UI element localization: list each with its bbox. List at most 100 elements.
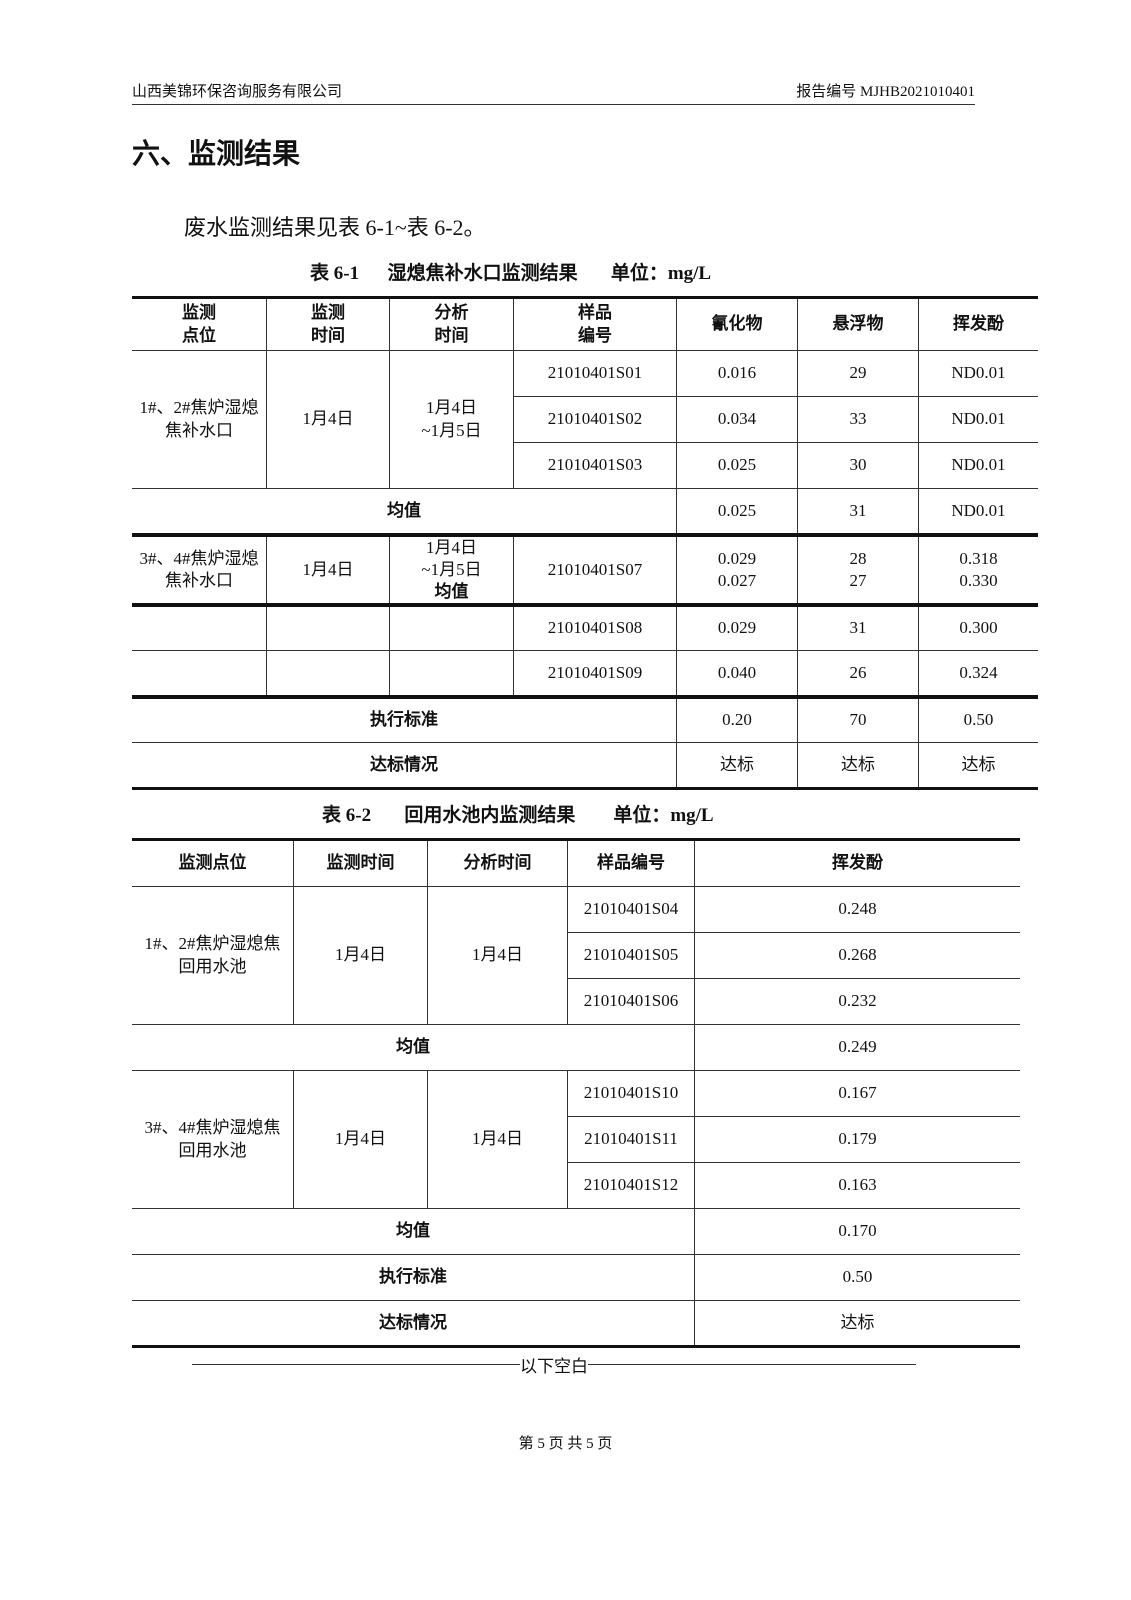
table-cell: 0.20 (676, 694, 798, 744)
table-row-overlap: 3#、4#焦炉湿熄焦补水口 1月4日 1月4日 ~1月5日 均值 21010401S07… (132, 532, 1038, 606)
cell-text: 33 (849, 409, 867, 429)
cell-text: 0.50 (963, 710, 994, 730)
cell-text: 0.025 (717, 500, 757, 520)
compliance-row: 达标情况 达标 达标 达标 (132, 742, 1038, 791)
cell-text: 挥发酚 (832, 853, 883, 873)
cell-text: 执行标准 (370, 710, 438, 730)
cell-text: 监测 时间 (311, 303, 345, 345)
table-cell: 达标 (694, 1300, 1020, 1348)
cell-text: 0.025 (717, 455, 757, 475)
table-cell: 31 (797, 602, 919, 652)
cell-text: 0.268 (838, 945, 877, 965)
table-cell: 0.025 (676, 442, 798, 489)
cell-text: 1月4日 (302, 559, 354, 579)
cell-text: 21010401S02 (547, 409, 643, 429)
table-row: 1#、2#焦炉湿熄焦 回用水池 1月4日 1月4日 21010401S04 0.248 (132, 886, 1020, 1025)
table-row: 21010401S12 0.163 (132, 1162, 1020, 1209)
cell-text: 1月4日 (472, 1129, 523, 1149)
header-row: 监测点位 监测时间 分析时间 样品编号 挥发酚 (132, 838, 1020, 887)
cell-text: ND0.01 (951, 500, 1006, 520)
cell-text: 0.167 (838, 1083, 877, 1103)
table-cell: 1月4日 (266, 532, 390, 606)
column-header: 样品 编号 (513, 296, 677, 351)
table2-caption: 表 6-2 回用水池内监测结果 单位：mg/L (322, 805, 714, 826)
table-cell: 0.016 (676, 350, 798, 397)
cell-text: ND0.01 (951, 455, 1006, 475)
table-cell: 执行标准 (132, 694, 677, 744)
company-name: 山西美锦环保咨询服务有限公司 (132, 84, 343, 100)
table-cell: 1月4日 (293, 1070, 428, 1209)
cell-text: 分析时间 (463, 853, 532, 873)
cell-text: ND0.01 (951, 363, 1006, 383)
table-cell: 33 (797, 396, 919, 443)
cell-text: 21010401S07 (547, 559, 643, 579)
cell-text: 监测点位 (178, 853, 247, 873)
cell-text: 1#、2#焦炉湿熄焦 回用水池 (144, 934, 281, 976)
column-header: 监测点位 (132, 838, 294, 887)
cell-text: 0.300 (959, 618, 998, 638)
table-cell: 达标 (918, 742, 1038, 791)
table-cell: 1月4日 (293, 886, 428, 1025)
table-cell: 1月4日 ~1月5日 (389, 350, 514, 489)
cell-text: 70 (849, 710, 867, 730)
column-header: 挥发酚 (918, 296, 1038, 351)
column-header: 悬浮物 (797, 296, 919, 351)
table-cell: 达标情况 (132, 742, 677, 791)
table-cell: 均值 (132, 1024, 695, 1071)
table-cell (132, 602, 267, 652)
table-cell: 0.50 (694, 1254, 1020, 1301)
table-cell: 0.300 (918, 602, 1038, 652)
cell-text: 样品 编号 (578, 303, 612, 345)
table-cell: ND0.01 (918, 350, 1038, 397)
table-cell: 0.034 (676, 396, 798, 443)
cell-text: 21010401S05 (583, 945, 679, 965)
table1-caption: 表 6-1 湿熄焦补水口监测结果 单位：mg/L (310, 263, 712, 284)
cell-text: 0.318 (959, 548, 998, 568)
cell-text: 28 (849, 548, 867, 568)
table-cell: 21010401S08 (513, 602, 677, 652)
table-cell: 0.318 0.330 (918, 532, 1038, 606)
table-6-2: 监测点位 监测时间 分析时间 样品编号 挥发酚 1#、2#焦炉湿熄焦 回用水池 1月4日 1月… (132, 838, 1020, 1348)
cell-text: 0.016 (717, 363, 757, 383)
column-header: 监测 时间 (266, 296, 390, 351)
table-cell: 1月4日 ~1月5日 均值 (389, 532, 514, 606)
cell-text: 21010401S08 (547, 618, 643, 638)
cell-text: 1月4日 (472, 945, 523, 965)
column-header: 分析 时间 (389, 296, 514, 351)
table-cell: 0.248 (694, 886, 1020, 933)
cell-text: 0.330 (959, 570, 998, 590)
column-header: 分析时间 (427, 838, 568, 887)
table-cell: 29 (797, 350, 919, 397)
cell-text: 0.170 (838, 1221, 877, 1241)
table-cell: 0.232 (694, 978, 1020, 1025)
mean-row: 均值 0.249 (132, 1024, 1020, 1071)
cell-text: 27 (849, 570, 867, 590)
table-cell: 均值 (132, 1208, 695, 1255)
cell-text: 1月4日 (335, 1129, 386, 1149)
table-cell: 0.170 (694, 1208, 1020, 1255)
page-header: 山西美锦环保咨询服务有限公司 报告编号 MJHB2021010401 (132, 80, 975, 105)
cell-text: 21010401S10 (583, 1083, 679, 1103)
cell-text: 分析 时间 (434, 303, 469, 345)
cell-text: 悬浮物 (832, 314, 884, 334)
table-cell: 0.025 (676, 488, 798, 535)
table-cell: 1月4日 (427, 1070, 568, 1209)
table-cell: 达标 (797, 742, 919, 791)
cell-text: 0.232 (838, 991, 877, 1011)
site-cell: 3#、4#焦炉湿熄焦 回用水池 (132, 1070, 294, 1209)
cell-text: 26 (849, 662, 867, 682)
cell-text: 0.027 (717, 570, 757, 590)
table-cell: 26 (797, 650, 919, 698)
site-cell: 1#、2#焦炉湿熄焦补水口 (132, 350, 267, 489)
table-cell: 21010401S01 (513, 350, 677, 397)
table-cell: 0.324 (918, 650, 1038, 698)
cell-text: 0.029 (717, 548, 757, 568)
cell-text: 0.248 (838, 899, 877, 919)
site-cell: 3#、4#焦炉湿熄焦补水口 (132, 532, 267, 606)
cell-text: 0.179 (838, 1129, 877, 1149)
table-cell: 执行标准 (132, 1254, 695, 1301)
cell-text: 29 (849, 363, 867, 383)
end-text: 以下空白 (520, 1357, 588, 1376)
cell-text: 样品编号 (597, 853, 665, 873)
